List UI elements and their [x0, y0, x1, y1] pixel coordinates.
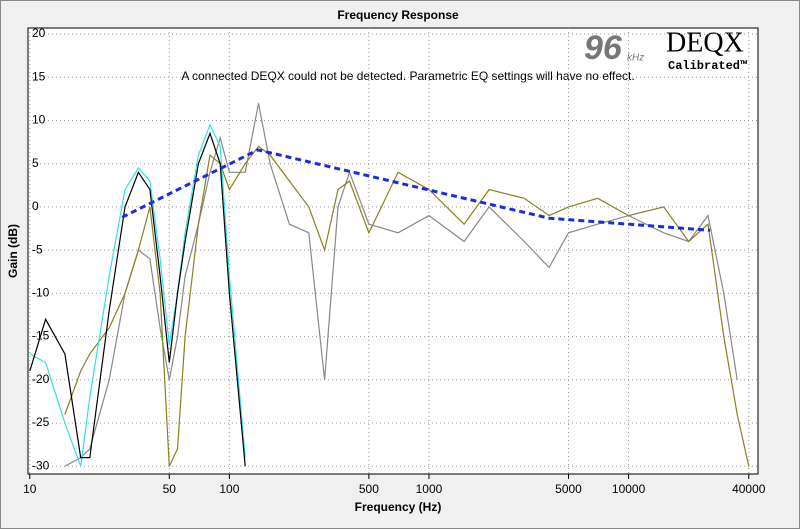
- x-axis-label: Frequency (Hz): [355, 500, 442, 514]
- x-tick-label: 10: [23, 482, 37, 496]
- y-tick-label: 10: [32, 113, 46, 127]
- y-tick-label: -20: [32, 372, 50, 386]
- y-tick-label: -5: [32, 242, 43, 256]
- series-line: [29, 123, 246, 467]
- x-tick-label: 10000: [612, 482, 646, 496]
- x-tick-label: 40000: [732, 482, 766, 496]
- plot-area: [27, 27, 759, 475]
- y-tick-label: 15: [32, 69, 46, 83]
- logo-rate: 96: [584, 29, 623, 67]
- x-tick-label: 50: [163, 482, 177, 496]
- series-line: [29, 131, 246, 467]
- x-tick-label: 100: [219, 482, 239, 496]
- y-tick-label: 0: [32, 199, 39, 213]
- y-tick-label: -30: [32, 458, 50, 472]
- logo-unit: kHz: [627, 53, 644, 64]
- y-tick-label: -10: [32, 286, 50, 300]
- series-line: [121, 148, 711, 232]
- series-line: [64, 145, 750, 467]
- annotation: A connected DEQX could not be detected. …: [181, 69, 634, 83]
- y-tick-label: 20: [32, 26, 46, 40]
- logo-tag: Calibrated™: [668, 59, 747, 73]
- chart-title: Frequency Response: [337, 8, 459, 22]
- y-tick-label: -25: [32, 415, 50, 429]
- x-tick-label: 1000: [416, 482, 443, 496]
- y-tick-label: -15: [32, 329, 50, 343]
- x-tick-label: 500: [359, 482, 379, 496]
- series-line: [64, 103, 738, 467]
- y-axis-label: Gain (dB): [6, 224, 20, 278]
- logo-brand: DEQX: [666, 27, 744, 58]
- y-tick-label: 5: [32, 156, 39, 170]
- x-tick-label: 5000: [555, 482, 582, 496]
